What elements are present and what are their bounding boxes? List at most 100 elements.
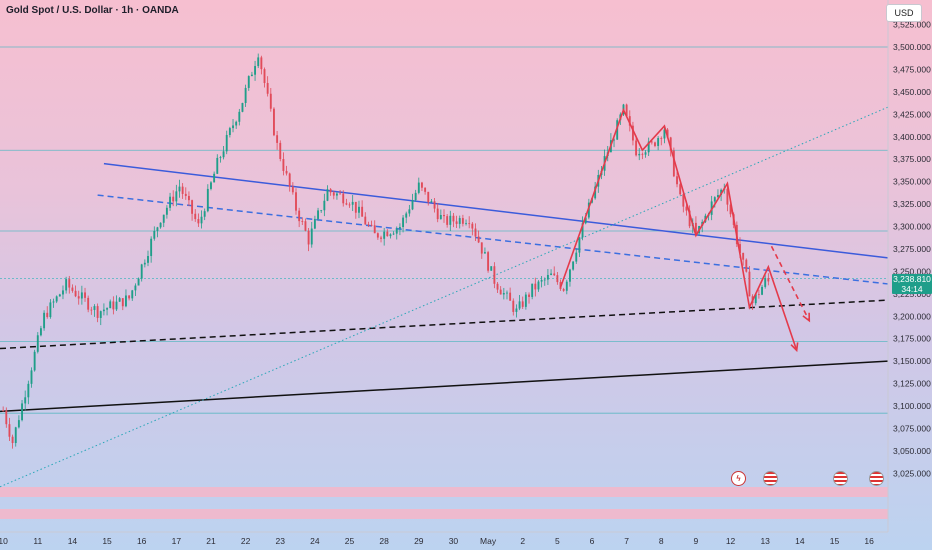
candle-body [421, 182, 423, 188]
candle-body [647, 141, 650, 153]
time-tick-label: 28 [379, 536, 389, 546]
candle-body [427, 191, 430, 203]
candle-body [159, 222, 162, 228]
candle-body [310, 228, 313, 245]
candle-body [36, 335, 39, 352]
candle-body [329, 189, 332, 193]
candle-body [436, 208, 439, 220]
candle-body [726, 188, 729, 205]
candle-body [332, 192, 335, 196]
candle-body [313, 218, 316, 229]
trendlines [0, 106, 889, 488]
candle-body [115, 301, 118, 310]
price-axis[interactable]: 3,525.000 3,500.000 3,475.000 3,450.000 3,42… [893, 20, 931, 479]
candle-body [191, 200, 194, 214]
highlight-bands [0, 487, 888, 519]
candle-body [754, 294, 757, 304]
candle-body [279, 142, 282, 160]
candle-body [181, 186, 184, 194]
lightning-event-icon[interactable]: ϟ [731, 471, 746, 486]
candle-body [761, 286, 763, 295]
candle-body [228, 128, 231, 135]
candle-body [685, 206, 688, 211]
currency-button[interactable]: USD [886, 4, 922, 22]
candle-body [682, 194, 685, 207]
candle-body [638, 153, 641, 156]
candle-body [121, 298, 124, 307]
candle-body [663, 129, 666, 139]
candle-body [729, 204, 732, 215]
candle-body [553, 273, 556, 276]
candle-body [364, 216, 367, 225]
price-tick-label: 3,050.000 [893, 446, 931, 456]
price-tick-label: 3,250.000 [893, 266, 931, 276]
price-tick-label: 3,075.000 [893, 423, 931, 433]
candle-body [109, 301, 112, 309]
price-tick-label: 3,475.000 [893, 64, 931, 74]
time-tick-label: 8 [659, 536, 664, 546]
price-tick-label: 3,525.000 [893, 20, 931, 30]
candle-body [172, 196, 175, 202]
candle-body [291, 186, 294, 193]
candle-body [524, 294, 527, 307]
time-tick-label: 30 [449, 536, 459, 546]
candle-body [169, 196, 171, 208]
candle-body [502, 293, 505, 295]
candle-body [244, 87, 247, 103]
candle-body [194, 213, 197, 220]
time-tick-label: 2 [520, 536, 525, 546]
us-flag-event-icon[interactable] [833, 471, 848, 486]
candle-body [348, 204, 351, 206]
red-wave-path [559, 107, 798, 351]
candle-body [351, 201, 354, 205]
candle-body [266, 82, 269, 94]
time-tick-label: 25 [345, 536, 355, 546]
price-tick-label: 3,400.000 [893, 132, 931, 142]
red-wave-arrowhead [790, 342, 799, 353]
price-tick-label: 3,350.000 [893, 177, 931, 187]
candle-body [455, 221, 458, 224]
time-tick-label: 7 [624, 536, 629, 546]
candle-body [238, 111, 241, 122]
us-flag-event-icon[interactable] [869, 471, 884, 486]
candle-body [112, 301, 115, 310]
bar-countdown: 34:14 [901, 284, 923, 294]
candle-body [65, 279, 68, 291]
candle-body [534, 283, 537, 290]
horizontal-levels [0, 46, 888, 414]
candle-body [581, 223, 584, 238]
candle-body [125, 295, 127, 307]
candle-body [578, 237, 581, 253]
time-tick-label: 23 [276, 536, 286, 546]
candle-body [546, 274, 549, 280]
time-tick-label: 13 [760, 536, 770, 546]
candle-body [543, 279, 546, 281]
candle-body [345, 203, 348, 205]
candle-body [688, 210, 691, 227]
candle-body [46, 312, 49, 318]
lower-band [0, 509, 888, 519]
time-axis[interactable]: 10 11 14 15 16 17 21 22 23 24 25 28 29 30 May 2 5 6 7 8 9 12 1… [0, 536, 874, 546]
candle-body [162, 214, 165, 223]
candle-body [80, 292, 83, 299]
price-tick-label: 3,175.000 [893, 334, 931, 344]
candle-body [480, 242, 483, 254]
price-tick-label: 3,200.000 [893, 311, 931, 321]
candle-body [71, 287, 74, 291]
candle-body [402, 217, 405, 228]
candle-body [446, 216, 449, 225]
candle-body [342, 193, 345, 204]
time-tick-label: 6 [590, 536, 595, 546]
candle-body [572, 261, 575, 270]
candle-body [96, 306, 99, 318]
candle-body [408, 209, 411, 214]
candle-body [17, 420, 20, 428]
candle-body [295, 192, 297, 211]
candle-body [650, 141, 653, 143]
candle-body [487, 252, 490, 271]
us-flag-event-icon[interactable] [763, 471, 778, 486]
candle-body [465, 223, 467, 225]
candle-body [767, 278, 770, 282]
candle-body [102, 309, 105, 312]
